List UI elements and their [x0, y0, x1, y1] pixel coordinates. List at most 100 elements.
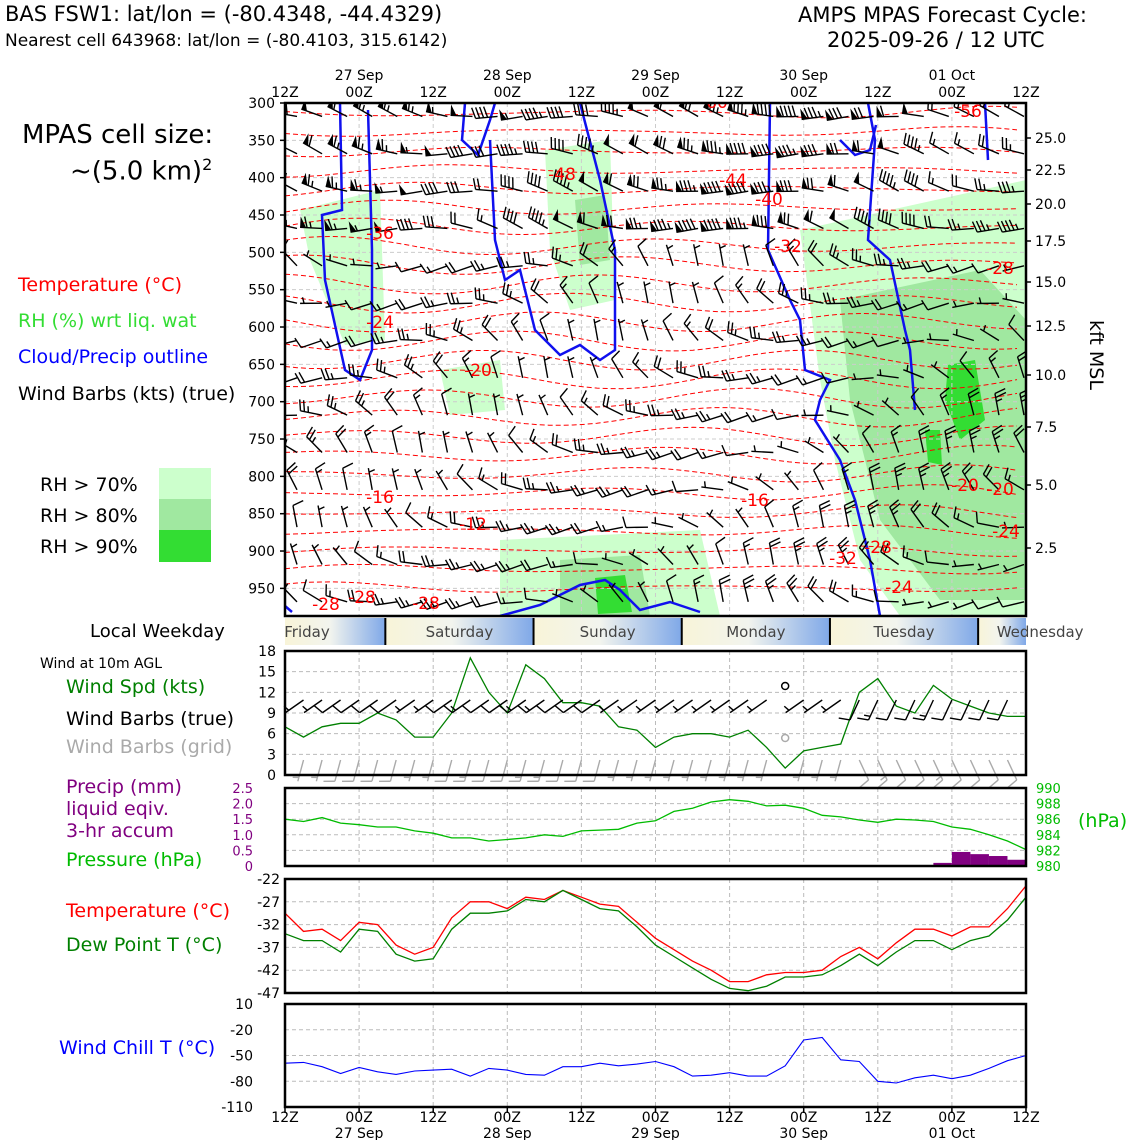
barb-pennant [750, 183, 758, 195]
barb-flag [870, 336, 879, 347]
precip-tick-label: 1.5 [232, 813, 253, 828]
barb-flag [837, 536, 848, 546]
cloud-outline [460, 103, 497, 158]
temperature-contour-label: -28 [986, 259, 1014, 279]
temperature-contour [285, 545, 1018, 557]
barb-staff [575, 562, 598, 566]
wind-barb [776, 105, 799, 118]
wind-barb [929, 131, 950, 155]
barb-flag [727, 183, 735, 195]
temperature-contour-label: -40 [755, 190, 783, 210]
bottom-date-label: 29 Sep [631, 1126, 680, 1140]
barb-flag [1000, 220, 1007, 232]
barb-half-flag [336, 142, 340, 149]
barb-half-flag [356, 369, 359, 377]
wind-barb-grid [471, 759, 490, 783]
wind-barb [647, 404, 674, 417]
barb-flag [674, 408, 682, 420]
barb-flag [779, 180, 785, 192]
wind-barb [676, 136, 699, 155]
wind-barb [450, 104, 473, 118]
rh-legend-70-label: RH > 70% [40, 474, 138, 496]
barb-flag [940, 461, 951, 470]
barb-pennant [653, 103, 660, 109]
barb-half-flag [505, 261, 510, 268]
wind-barb [927, 171, 950, 192]
wind-barb [567, 318, 575, 341]
barb-flag [606, 214, 609, 227]
bottom-hour-label: 12Z [1012, 1110, 1039, 1126]
barb-half-flag [792, 148, 797, 155]
barb-half-flag [493, 394, 501, 399]
barb-flag [787, 105, 793, 117]
barb-flag [527, 252, 531, 264]
barb-flag [299, 399, 302, 411]
weekday-strip: Friday Saturday Sunday Monday Tuesday Wednesd… [284, 618, 1084, 645]
wind-barb [901, 211, 924, 230]
kft-tick-label: 25.0 [1035, 131, 1066, 147]
wind-tick-label: 6 [267, 727, 276, 743]
barb-flag [308, 429, 316, 440]
barb-half-flag [892, 431, 899, 437]
barb-half-flag [313, 543, 320, 549]
chill-tick-label: -20 [230, 1023, 253, 1039]
barb-half-flag [514, 148, 518, 155]
wind-barb [502, 282, 523, 304]
barb-half-flag [820, 705, 827, 711]
wind-barb [853, 206, 874, 230]
barb-flag [923, 215, 928, 227]
barb-flag [737, 217, 742, 229]
temperature-line [284, 885, 1027, 983]
temperature-contour-label: -28 [348, 588, 376, 608]
barb-half-flag [982, 103, 986, 108]
barb-flag [395, 219, 402, 231]
barb-flag [813, 462, 823, 471]
temperature-contour [285, 484, 1018, 501]
barb-half-flag [544, 356, 551, 361]
barb-flag [476, 208, 480, 220]
barb-staff [713, 282, 724, 304]
wind-barb [285, 146, 298, 155]
barb-staff [910, 396, 925, 416]
barb-staff [456, 473, 473, 491]
temperature-contour-label: -32 [774, 237, 802, 257]
wind-barb [299, 399, 323, 416]
pressure-tick-label: 900 [248, 544, 275, 560]
wind-barb-true [443, 699, 471, 714]
wind-barb [1004, 467, 1025, 491]
barb-staff [559, 396, 574, 416]
wind-barb [628, 133, 649, 155]
barb-flag [517, 704, 527, 714]
barb-pennant [353, 103, 359, 109]
barb-flag [576, 133, 580, 146]
barb-flag [478, 145, 485, 157]
barb-flag [708, 103, 712, 111]
barb-half-flag [518, 356, 525, 361]
wind-barb [793, 537, 806, 565]
barb-flag [765, 573, 776, 582]
wind-tick-label: 0 [267, 768, 276, 784]
wind-barb [693, 574, 705, 602]
wind-barb [285, 239, 298, 267]
barb-half-flag [793, 506, 800, 511]
precip-tick-label: 2.0 [232, 798, 253, 813]
wind-barb [959, 351, 975, 379]
barb-half-flag [502, 597, 506, 604]
barb-staff [400, 265, 423, 273]
barb-staff [826, 377, 849, 384]
wind-barb [486, 431, 499, 453]
barb-flag [413, 387, 423, 396]
barb-flag [907, 171, 912, 183]
wind-barb [332, 545, 348, 565]
barb-half-flag [413, 705, 419, 711]
barb-flag [861, 424, 871, 435]
barb-flag [804, 288, 807, 300]
wind-barb [699, 218, 724, 233]
barb-flag [749, 326, 753, 338]
wind-barb [420, 182, 448, 196]
barb-flag [384, 387, 393, 398]
barb-flag [764, 216, 768, 228]
barb-flag [809, 210, 813, 223]
barb-half-flag [430, 601, 435, 607]
